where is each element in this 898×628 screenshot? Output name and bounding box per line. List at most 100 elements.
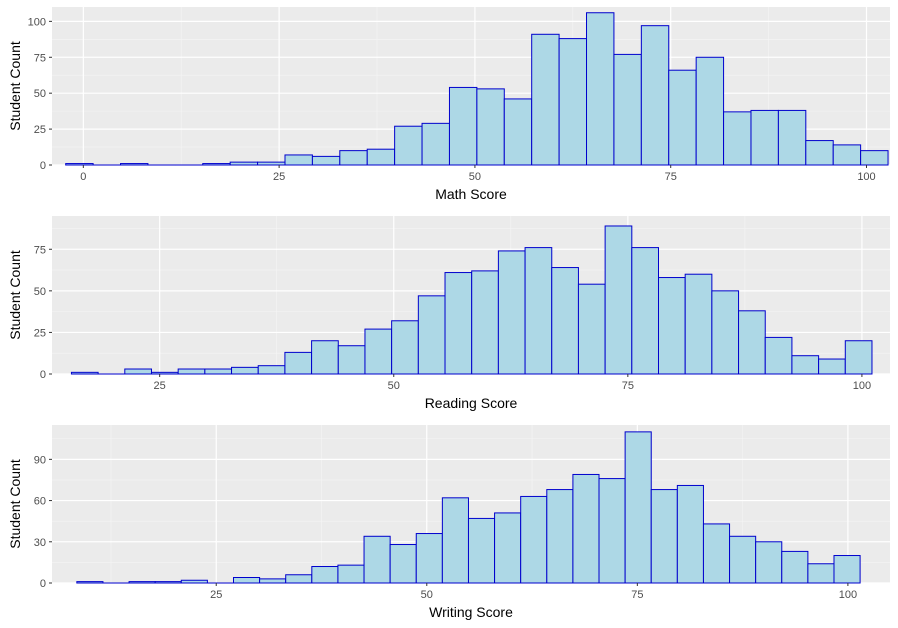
histogram-panel-3: 25 50 75 100 0 30 60 90 Writing Score Student Cou… xyxy=(7,425,890,620)
histogram-bar xyxy=(631,247,659,375)
x-tick-label: 0 xyxy=(80,171,86,183)
y-axis-title: Student Count xyxy=(7,250,23,340)
histogram-bar xyxy=(657,277,686,375)
y-tick-label: 60 xyxy=(34,496,46,508)
histogram-bar xyxy=(624,431,652,584)
histogram-bar xyxy=(781,550,809,584)
x-tick-label: 75 xyxy=(631,589,643,601)
histogram-bar xyxy=(394,125,423,166)
histogram-bar xyxy=(558,38,588,166)
y-tick-label: 30 xyxy=(34,537,46,549)
x-tick-label: 50 xyxy=(388,380,400,392)
histogram-bar xyxy=(415,533,443,584)
histogram-bar xyxy=(729,535,757,584)
histogram-bar xyxy=(711,290,740,375)
histogram-bar xyxy=(311,155,341,166)
histogram-bar xyxy=(154,581,182,584)
histogram-bar xyxy=(844,340,873,375)
histogram-bar xyxy=(364,328,393,375)
histogram-bar xyxy=(702,523,731,584)
x-axis-title: Math Score xyxy=(435,186,507,202)
histogram-bar xyxy=(860,150,889,166)
histogram-bar xyxy=(257,161,286,166)
histogram-bar xyxy=(311,340,339,375)
histogram-bar xyxy=(764,336,793,375)
histogram-bar xyxy=(311,566,339,584)
histogram-bar xyxy=(738,310,766,375)
histogram-bar xyxy=(494,512,522,584)
histogram-bar xyxy=(586,12,615,166)
histogram-bar xyxy=(124,368,152,375)
histogram-bar xyxy=(441,497,469,584)
histogram-bar xyxy=(807,563,835,584)
histogram-bar xyxy=(231,366,259,375)
histogram-bar xyxy=(531,33,560,166)
histogram-bar xyxy=(444,272,473,375)
histogram-bar xyxy=(285,574,313,584)
x-tick-label: 25 xyxy=(273,171,285,183)
histogram-bar xyxy=(805,140,834,166)
histogram-bar xyxy=(180,579,208,584)
histogram-bar xyxy=(204,368,233,375)
x-tick-label: 100 xyxy=(839,589,857,601)
histogram-bar xyxy=(448,86,478,166)
histogram-bar xyxy=(551,267,579,375)
histogram-bar xyxy=(755,541,783,584)
y-tick-label: 0 xyxy=(40,160,46,172)
y-tick-label: 100 xyxy=(28,16,46,28)
histogram-bar xyxy=(339,150,368,166)
histogram-bar xyxy=(257,365,286,375)
x-tick-label: 75 xyxy=(665,171,677,183)
histogram-bar xyxy=(723,111,752,166)
histogram-panel-2: 25 50 75 100 0 25 50 75 Reading Score Student Cou… xyxy=(7,216,890,411)
x-tick-label: 50 xyxy=(469,171,481,183)
y-tick-label: 25 xyxy=(34,327,46,339)
x-tick-label: 100 xyxy=(857,171,875,183)
histogram-bar xyxy=(471,270,499,375)
histogram-bar xyxy=(284,154,313,166)
x-axis-title: Writing Score xyxy=(429,604,513,620)
histogram-bar xyxy=(337,345,366,375)
x-tick-label: 25 xyxy=(154,380,166,392)
y-tick-label: 0 xyxy=(40,578,46,590)
x-axis-title: Reading Score xyxy=(425,395,518,411)
histogram-bar xyxy=(177,368,206,375)
histogram-bar xyxy=(366,148,396,166)
histogram-bar xyxy=(337,564,365,584)
x-tick-label: 50 xyxy=(421,589,433,601)
histogram-bar xyxy=(120,163,149,166)
histogram-bar xyxy=(604,225,633,375)
histogram-bar xyxy=(833,555,861,584)
y-tick-label: 50 xyxy=(34,88,46,100)
histogram-bar xyxy=(476,88,505,166)
histogram-bar xyxy=(684,273,713,375)
histogram-bar xyxy=(202,163,231,166)
histogram-bar xyxy=(791,355,820,375)
y-tick-label: 25 xyxy=(34,124,46,136)
histogram-bar xyxy=(572,473,600,584)
histogram-bar xyxy=(65,163,94,166)
histogram-bar xyxy=(284,351,313,375)
histogram-bar xyxy=(76,581,104,584)
histogram-bar xyxy=(497,250,526,375)
y-axis-title: Student Count xyxy=(7,459,23,549)
histogram-bar xyxy=(389,544,417,584)
y-tick-label: 75 xyxy=(34,52,46,64)
histogram-bar xyxy=(668,69,697,166)
histogram-bar xyxy=(391,320,419,375)
histogram-bar xyxy=(467,517,496,584)
y-tick-label: 50 xyxy=(34,286,46,298)
y-tick-label: 90 xyxy=(34,454,46,466)
y-tick-label: 75 xyxy=(34,244,46,256)
histogram-bar xyxy=(777,109,807,166)
histogram-bar xyxy=(503,98,533,166)
histogram-bar xyxy=(676,484,704,584)
histogram-bar xyxy=(524,247,553,375)
histogram-bar xyxy=(598,478,626,584)
histogram-bar xyxy=(832,144,862,166)
histogram-bar xyxy=(520,495,548,584)
y-axis-title: Student Count xyxy=(7,41,23,131)
histogram-bar xyxy=(750,109,779,166)
histogram-bar xyxy=(363,535,391,584)
